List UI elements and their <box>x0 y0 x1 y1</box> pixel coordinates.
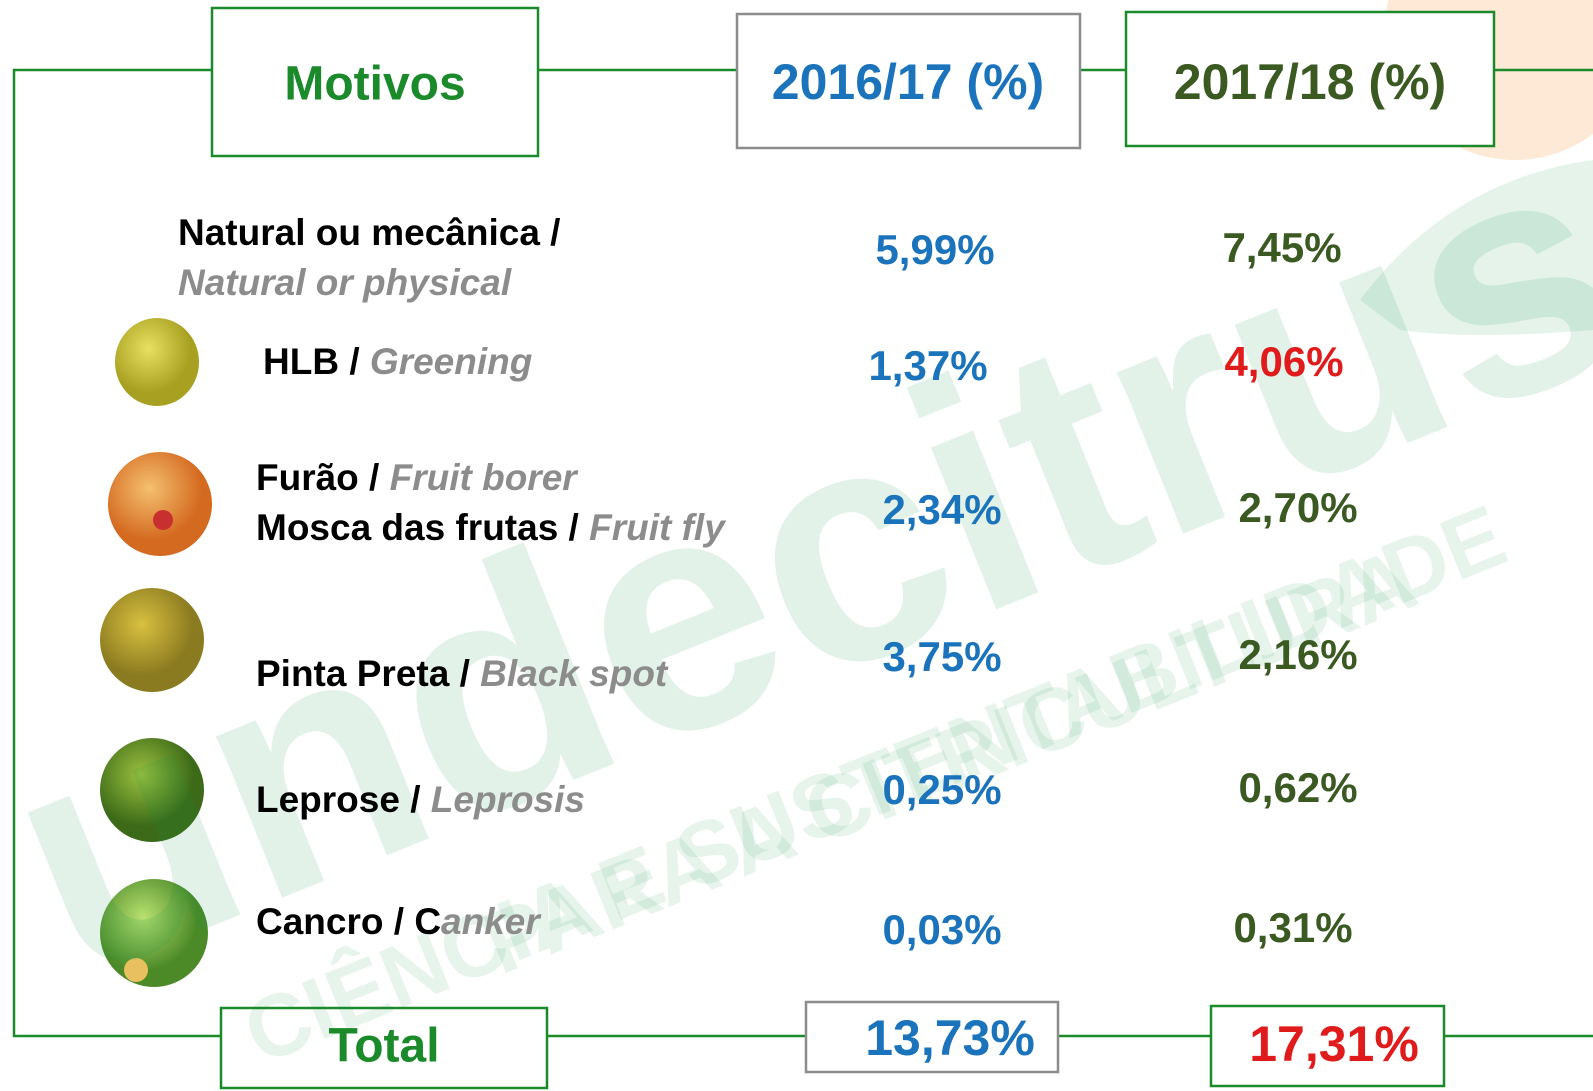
value: 3,75% <box>882 633 1002 680</box>
row-label: Natural or physical <box>178 262 511 304</box>
value: 2,16% <box>1238 631 1358 678</box>
label-en: Natural or physical <box>178 262 512 303</box>
label-pt: Furão / <box>256 457 390 498</box>
total-box <box>219 1006 549 1090</box>
label-pt: Cancro / C <box>256 901 442 942</box>
header-title: Motivos <box>284 57 466 111</box>
header-box <box>1124 10 1496 148</box>
leaf-shape <box>1360 160 1593 335</box>
label-en: Leprosis <box>430 779 585 820</box>
row-label: Cancro / Canker <box>256 901 540 943</box>
label-en: Fruit borer <box>389 457 577 498</box>
total-box <box>804 1000 1060 1074</box>
fruit-spot <box>153 510 173 530</box>
header-box <box>735 12 1082 150</box>
label-pt: Leprose / <box>256 779 431 820</box>
value: 7,45% <box>1222 224 1342 271</box>
label-en: Black spot <box>480 653 668 694</box>
fruit-image <box>100 738 204 842</box>
row-label: Natural ou mecânica / <box>178 212 560 254</box>
label-pt: Pinta Preta / <box>256 653 481 694</box>
value: 4,06% <box>1224 338 1344 385</box>
label-pt: Natural ou mecânica / <box>178 212 561 253</box>
label-pt: Mosca das frutas / <box>256 507 590 548</box>
value: 0,62% <box>1238 764 1358 811</box>
column-title: 2016/17 (%) <box>771 54 1045 110</box>
row-label: Furão / Fruit borer <box>256 457 577 499</box>
header-box <box>210 6 540 158</box>
value: 0,03% <box>882 906 1002 953</box>
total-box <box>1209 1004 1446 1088</box>
fruit-spot <box>124 958 148 982</box>
total-value: 17,31% <box>1249 1016 1419 1072</box>
label-pt: HLB / <box>263 341 370 382</box>
column-title: 2017/18 (%) <box>1173 54 1447 110</box>
total-label: Total <box>328 1019 440 1073</box>
value: 5,99% <box>875 226 995 273</box>
total-value: 13,73% <box>865 1010 1035 1066</box>
value: 0,31% <box>1233 904 1353 951</box>
value: 2,70% <box>1238 484 1358 531</box>
label-en: anker <box>441 901 540 942</box>
label-en: Fruit fly <box>589 507 725 548</box>
fruit-image <box>115 318 199 406</box>
fruit-image <box>108 452 212 556</box>
row-label: Leprose / Leprosis <box>256 779 585 821</box>
row-label: HLB / Greening <box>263 341 532 383</box>
label-en: Greening <box>369 341 533 382</box>
value: 0,25% <box>882 766 1002 813</box>
value: 1,37% <box>868 342 988 389</box>
row-label: Mosca das frutas / Fruit fly <box>256 507 725 549</box>
value: 2,34% <box>882 486 1002 533</box>
fruit-image <box>100 879 208 987</box>
row-label: Pinta Preta / Black spot <box>256 653 667 695</box>
fruit-image <box>100 588 204 692</box>
